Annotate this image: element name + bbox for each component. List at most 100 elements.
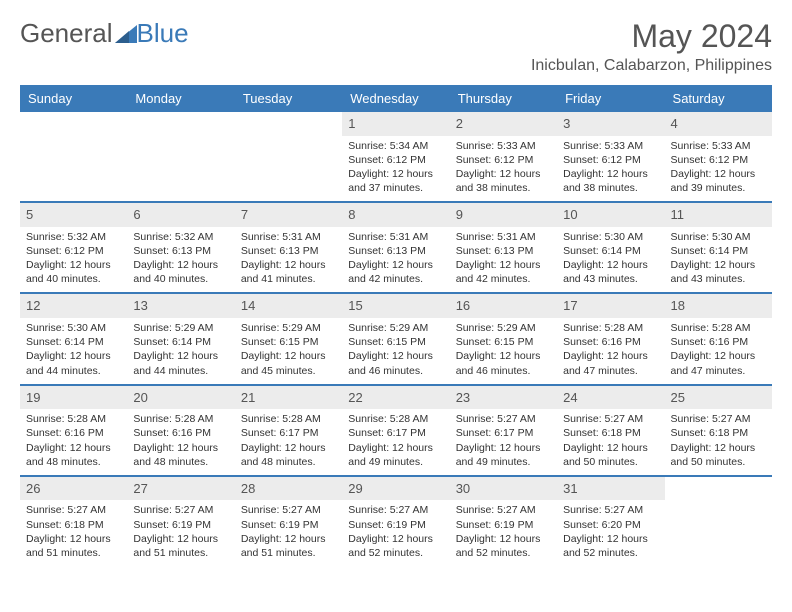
- daylight-line: Daylight: 12 hours and 41 minutes.: [241, 258, 336, 286]
- location-text: Inicbulan, Calabarzon, Philippines: [531, 57, 772, 75]
- day-details: Sunrise: 5:29 AMSunset: 6:14 PMDaylight:…: [127, 318, 234, 384]
- day-details: Sunrise: 5:28 AMSunset: 6:17 PMDaylight:…: [342, 409, 449, 475]
- daylight-line: Daylight: 12 hours and 51 minutes.: [133, 532, 228, 560]
- daylight-line: Daylight: 12 hours and 40 minutes.: [133, 258, 228, 286]
- day-details: Sunrise: 5:27 AMSunset: 6:20 PMDaylight:…: [557, 500, 664, 566]
- calendar: SundayMondayTuesdayWednesdayThursdayFrid…: [20, 85, 772, 566]
- calendar-cell: 5Sunrise: 5:32 AMSunset: 6:12 PMDaylight…: [20, 203, 127, 292]
- day-details: Sunrise: 5:29 AMSunset: 6:15 PMDaylight:…: [235, 318, 342, 384]
- sunset-line: Sunset: 6:19 PM: [456, 518, 551, 532]
- sunrise-line: Sunrise: 5:29 AM: [133, 321, 228, 335]
- sunrise-line: Sunrise: 5:28 AM: [348, 412, 443, 426]
- day-details: Sunrise: 5:27 AMSunset: 6:19 PMDaylight:…: [450, 500, 557, 566]
- day-number: 13: [127, 294, 234, 318]
- day-details: Sunrise: 5:33 AMSunset: 6:12 PMDaylight:…: [665, 136, 772, 202]
- calendar-cell: 4Sunrise: 5:33 AMSunset: 6:12 PMDaylight…: [665, 112, 772, 201]
- calendar-cell: 19Sunrise: 5:28 AMSunset: 6:16 PMDayligh…: [20, 386, 127, 475]
- calendar-cell: .: [235, 112, 342, 201]
- logo: General Blue: [20, 18, 189, 49]
- sunrise-line: Sunrise: 5:30 AM: [671, 230, 766, 244]
- sunset-line: Sunset: 6:14 PM: [671, 244, 766, 258]
- daylight-line: Daylight: 12 hours and 48 minutes.: [133, 441, 228, 469]
- day-number: 18: [665, 294, 772, 318]
- sunrise-line: Sunrise: 5:33 AM: [563, 139, 658, 153]
- sunset-line: Sunset: 6:15 PM: [241, 335, 336, 349]
- day-details: Sunrise: 5:33 AMSunset: 6:12 PMDaylight:…: [450, 136, 557, 202]
- sunset-line: Sunset: 6:12 PM: [671, 153, 766, 167]
- sunrise-line: Sunrise: 5:27 AM: [671, 412, 766, 426]
- calendar-week: ...1Sunrise: 5:34 AMSunset: 6:12 PMDayli…: [20, 112, 772, 201]
- calendar-cell: 16Sunrise: 5:29 AMSunset: 6:15 PMDayligh…: [450, 294, 557, 383]
- day-number: 27: [127, 477, 234, 501]
- sunrise-line: Sunrise: 5:31 AM: [348, 230, 443, 244]
- calendar-cell: 15Sunrise: 5:29 AMSunset: 6:15 PMDayligh…: [342, 294, 449, 383]
- daylight-line: Daylight: 12 hours and 51 minutes.: [241, 532, 336, 560]
- sunrise-line: Sunrise: 5:33 AM: [456, 139, 551, 153]
- day-details: Sunrise: 5:34 AMSunset: 6:12 PMDaylight:…: [342, 136, 449, 202]
- day-details: Sunrise: 5:30 AMSunset: 6:14 PMDaylight:…: [665, 227, 772, 293]
- sunset-line: Sunset: 6:20 PM: [563, 518, 658, 532]
- sunrise-line: Sunrise: 5:30 AM: [26, 321, 121, 335]
- sunset-line: Sunset: 6:13 PM: [348, 244, 443, 258]
- day-details: Sunrise: 5:27 AMSunset: 6:18 PMDaylight:…: [665, 409, 772, 475]
- daylight-line: Daylight: 12 hours and 47 minutes.: [671, 349, 766, 377]
- calendar-week: 26Sunrise: 5:27 AMSunset: 6:18 PMDayligh…: [20, 475, 772, 566]
- sunrise-line: Sunrise: 5:28 AM: [563, 321, 658, 335]
- daylight-line: Daylight: 12 hours and 48 minutes.: [26, 441, 121, 469]
- sunset-line: Sunset: 6:13 PM: [241, 244, 336, 258]
- day-of-week-header: SundayMondayTuesdayWednesdayThursdayFrid…: [20, 85, 772, 112]
- day-number: 5: [20, 203, 127, 227]
- page-title: May 2024: [531, 18, 772, 55]
- day-number: 23: [450, 386, 557, 410]
- calendar-cell: 28Sunrise: 5:27 AMSunset: 6:19 PMDayligh…: [235, 477, 342, 566]
- daylight-line: Daylight: 12 hours and 38 minutes.: [563, 167, 658, 195]
- day-number: 1: [342, 112, 449, 136]
- daylight-line: Daylight: 12 hours and 44 minutes.: [26, 349, 121, 377]
- sunset-line: Sunset: 6:16 PM: [133, 426, 228, 440]
- day-details: Sunrise: 5:29 AMSunset: 6:15 PMDaylight:…: [450, 318, 557, 384]
- daylight-line: Daylight: 12 hours and 52 minutes.: [348, 532, 443, 560]
- calendar-cell: 9Sunrise: 5:31 AMSunset: 6:13 PMDaylight…: [450, 203, 557, 292]
- day-details: Sunrise: 5:32 AMSunset: 6:12 PMDaylight:…: [20, 227, 127, 293]
- sunset-line: Sunset: 6:15 PM: [456, 335, 551, 349]
- calendar-cell: 14Sunrise: 5:29 AMSunset: 6:15 PMDayligh…: [235, 294, 342, 383]
- day-of-week-label: Tuesday: [235, 85, 342, 112]
- day-number: 9: [450, 203, 557, 227]
- day-details: Sunrise: 5:30 AMSunset: 6:14 PMDaylight:…: [20, 318, 127, 384]
- day-number: 2: [450, 112, 557, 136]
- day-details: Sunrise: 5:33 AMSunset: 6:12 PMDaylight:…: [557, 136, 664, 202]
- sunset-line: Sunset: 6:19 PM: [241, 518, 336, 532]
- day-number: 24: [557, 386, 664, 410]
- sunrise-line: Sunrise: 5:27 AM: [456, 412, 551, 426]
- sunrise-line: Sunrise: 5:27 AM: [133, 503, 228, 517]
- day-details: Sunrise: 5:28 AMSunset: 6:16 PMDaylight:…: [127, 409, 234, 475]
- daylight-line: Daylight: 12 hours and 49 minutes.: [456, 441, 551, 469]
- calendar-cell: 29Sunrise: 5:27 AMSunset: 6:19 PMDayligh…: [342, 477, 449, 566]
- daylight-line: Daylight: 12 hours and 50 minutes.: [671, 441, 766, 469]
- sunset-line: Sunset: 6:16 PM: [671, 335, 766, 349]
- day-details: Sunrise: 5:29 AMSunset: 6:15 PMDaylight:…: [342, 318, 449, 384]
- sunrise-line: Sunrise: 5:27 AM: [456, 503, 551, 517]
- calendar-cell: 13Sunrise: 5:29 AMSunset: 6:14 PMDayligh…: [127, 294, 234, 383]
- calendar-cell: 22Sunrise: 5:28 AMSunset: 6:17 PMDayligh…: [342, 386, 449, 475]
- day-number: 3: [557, 112, 664, 136]
- daylight-line: Daylight: 12 hours and 43 minutes.: [563, 258, 658, 286]
- daylight-line: Daylight: 12 hours and 50 minutes.: [563, 441, 658, 469]
- day-details: Sunrise: 5:28 AMSunset: 6:16 PMDaylight:…: [665, 318, 772, 384]
- sunset-line: Sunset: 6:18 PM: [671, 426, 766, 440]
- day-details: Sunrise: 5:30 AMSunset: 6:14 PMDaylight:…: [557, 227, 664, 293]
- day-number: 8: [342, 203, 449, 227]
- sunset-line: Sunset: 6:17 PM: [348, 426, 443, 440]
- day-number: 21: [235, 386, 342, 410]
- daylight-line: Daylight: 12 hours and 37 minutes.: [348, 167, 443, 195]
- day-number: 31: [557, 477, 664, 501]
- day-details: Sunrise: 5:27 AMSunset: 6:18 PMDaylight:…: [557, 409, 664, 475]
- calendar-week: 5Sunrise: 5:32 AMSunset: 6:12 PMDaylight…: [20, 201, 772, 292]
- daylight-line: Daylight: 12 hours and 39 minutes.: [671, 167, 766, 195]
- calendar-cell: 20Sunrise: 5:28 AMSunset: 6:16 PMDayligh…: [127, 386, 234, 475]
- day-number: 30: [450, 477, 557, 501]
- logo-triangle-icon: [115, 19, 137, 37]
- calendar-cell: .: [127, 112, 234, 201]
- sunrise-line: Sunrise: 5:32 AM: [133, 230, 228, 244]
- day-number: 19: [20, 386, 127, 410]
